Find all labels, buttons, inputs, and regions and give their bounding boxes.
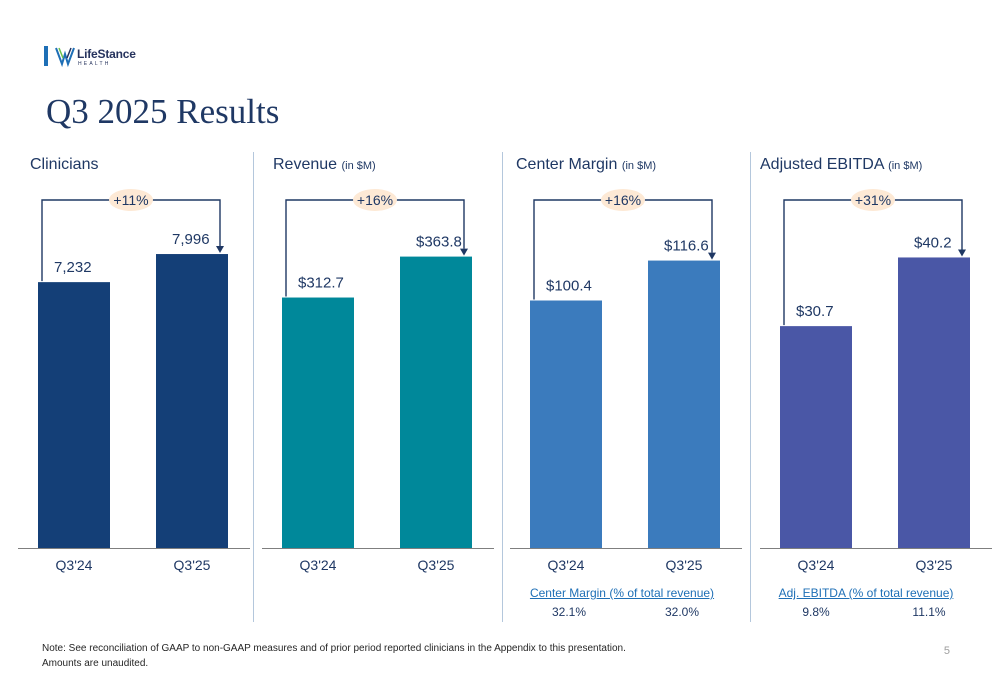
panel-divider [253, 152, 254, 622]
page-title: Q3 2025 Results [46, 92, 280, 131]
chart-adjusted-ebitda: Adjusted EBITDA (in $M) $30.7 Q3'24 $40.2 Q… [760, 150, 1000, 630]
chart-clinicians: Clinicians 7,232 Q3'24 7,996 Q3'25 +11% [18, 150, 258, 630]
growth-label: +16% [357, 192, 393, 208]
growth-arrow-icon [708, 252, 716, 260]
growth-badge [601, 189, 645, 211]
logo-mark-icon [55, 47, 75, 68]
bar [530, 300, 602, 548]
growth-label: +11% [113, 192, 148, 208]
data-label: $116.6 [664, 238, 709, 255]
category-label: Q3'25 [418, 557, 455, 573]
footnote: Note: See reconciliation of GAAP to non-… [42, 641, 626, 671]
chart-title-text: Adjusted EBITDA [760, 156, 884, 173]
data-label: $30.7 [796, 303, 834, 320]
data-label: 7,232 [54, 259, 92, 276]
bar [648, 260, 720, 548]
chart-title-unit: (in $M) [888, 160, 923, 172]
footer-label: Center Margin (% of total revenue) [529, 586, 715, 600]
footer-value: 9.8% [802, 605, 830, 619]
panel-divider [502, 152, 503, 622]
bar [38, 282, 110, 548]
chart-title: Center Margin (in $M) [516, 156, 656, 174]
category-label: Q3'25 [174, 557, 211, 573]
chart-title: Adjusted EBITDA (in $M) [760, 156, 922, 174]
data-label: $40.2 [914, 234, 952, 251]
bar [400, 256, 472, 548]
chart-title-text: Center Margin [516, 156, 618, 173]
logo-name: LifeStance [77, 47, 136, 61]
footer-value: 11.1% [912, 605, 946, 619]
panel-divider [750, 152, 751, 622]
category-label: Q3'24 [798, 557, 835, 573]
category-label: Q3'24 [548, 557, 585, 573]
data-label: $100.4 [546, 278, 592, 295]
footnote-line: Note: See reconciliation of GAAP to non-… [42, 643, 626, 654]
growth-arrow-icon [216, 246, 224, 254]
chart-title: Revenue (in $M) [273, 156, 376, 174]
growth-label: +16% [605, 192, 641, 208]
chart-plot: 7,232 Q3'24 7,996 Q3'25 +11% [18, 189, 250, 573]
growth-badge [109, 189, 153, 211]
chart-title: Clinicians [30, 156, 98, 174]
bar [156, 254, 228, 548]
footer-label: Adj. EBITDA (% of total revenue) [778, 586, 954, 600]
growth-badge [851, 189, 895, 211]
category-label: Q3'24 [300, 557, 337, 573]
logo-accent-bar [44, 46, 48, 66]
chart-plot: $100.4 Q3'24 $116.6 Q3'25 +16% [510, 189, 742, 573]
data-label: $312.7 [298, 275, 344, 292]
footer-value: 32.1% [551, 605, 587, 619]
logo-subtitle: HEALTH [78, 61, 111, 67]
data-label: $363.8 [416, 234, 462, 251]
chart-plot: $312.7 Q3'24 $363.8 Q3'25 +16% [262, 189, 494, 573]
chart-title-unit: (in $M) [621, 160, 657, 172]
footnote-line: Amounts are unaudited. [42, 658, 149, 669]
growth-arrow-icon [958, 249, 966, 257]
category-label: Q3'25 [666, 557, 703, 573]
chart-title-unit: (in $M) [341, 160, 376, 172]
bar [282, 297, 354, 548]
data-label: 7,996 [172, 231, 210, 248]
company-logo: LifeStance HEALTH [44, 44, 164, 70]
bar [898, 257, 970, 548]
chart-plot: $30.7 Q3'24 $40.2 Q3'25 +31% [760, 189, 992, 573]
page-number: 5 [943, 645, 950, 657]
footer-value: 32.0% [664, 605, 700, 619]
category-label: Q3'24 [56, 557, 93, 573]
growth-arrow-icon [460, 248, 468, 256]
chart-center-margin: Center Margin (in $M) $100.4 Q3'24 $116.6 Q… [510, 150, 750, 630]
chart-title-text: Revenue [273, 156, 338, 173]
category-label: Q3'25 [916, 557, 953, 573]
chart-title-text: Clinicians [30, 156, 99, 173]
bar [780, 326, 852, 548]
chart-revenue: Revenue (in $M) $312.7 Q3'24 $363.8 Q3'25 +1… [262, 150, 502, 630]
growth-label: +31% [855, 192, 891, 208]
growth-badge [353, 189, 397, 211]
